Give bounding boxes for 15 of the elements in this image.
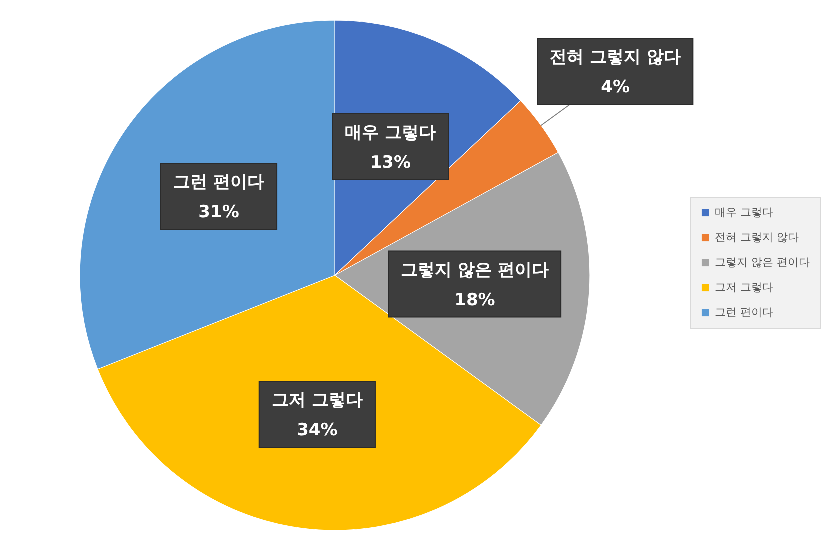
data-label: 31% bbox=[198, 202, 240, 223]
legend-label: 매우 그렇다 bbox=[715, 206, 774, 219]
slice-label: 매우 그렇다 bbox=[345, 122, 436, 143]
slice-label: 그런 편이다 bbox=[174, 172, 264, 193]
slice-label: 전혀 그렇지 않다 bbox=[550, 48, 681, 68]
data-label: 13% bbox=[370, 152, 412, 173]
legend-label: 그저 그렇다 bbox=[715, 281, 774, 294]
legend-label: 전혀 그렇지 않다 bbox=[715, 231, 799, 244]
data-label: 18% bbox=[454, 290, 496, 310]
legend-label: 그렇지 않은 편이다 bbox=[715, 256, 810, 269]
legend-label: 그런 편이다 bbox=[715, 306, 774, 319]
data-label: 4% bbox=[601, 78, 630, 98]
slice-label: 그렇지 않은 편이다 bbox=[401, 260, 549, 280]
data-label: 34% bbox=[297, 420, 338, 441]
slice-label: 그저 그렇다 bbox=[272, 390, 363, 411]
